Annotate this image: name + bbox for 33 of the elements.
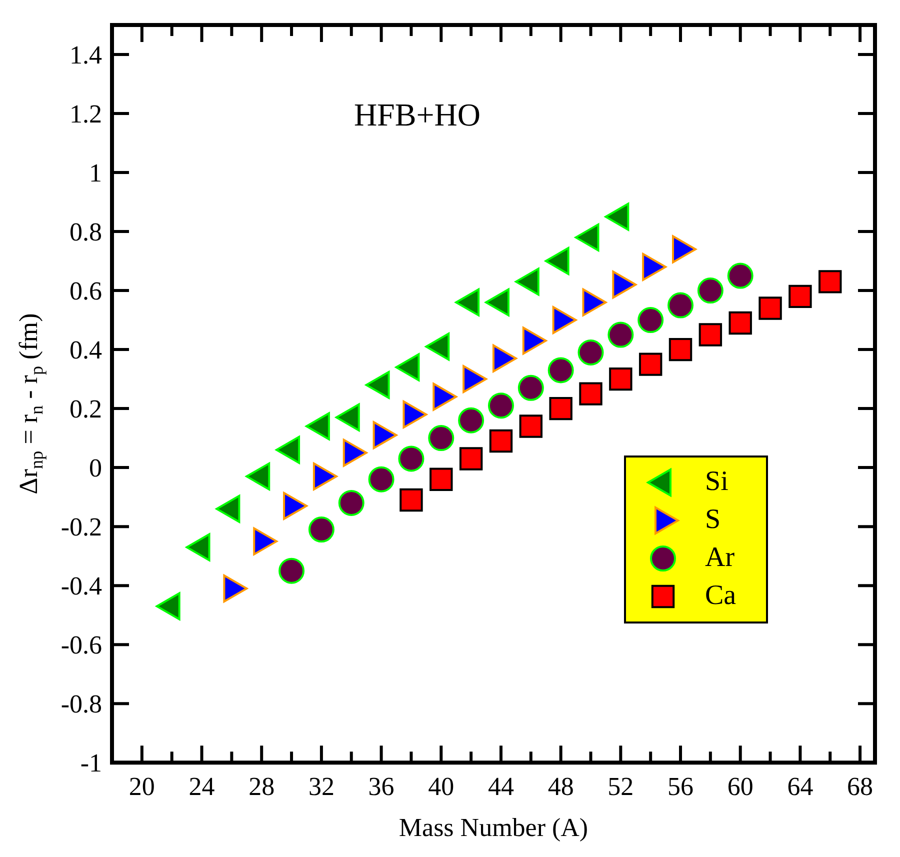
x-tick-label: 48: [548, 772, 574, 802]
text: HFB+HO: [354, 96, 480, 132]
y-axis-title: Δrnp = rn - rp (fm): [14, 313, 47, 494]
x-tick-label: 56: [668, 772, 694, 802]
legend-label: Ca: [705, 580, 737, 611]
y-tick-label: 1.2: [70, 100, 102, 129]
y-tick-label: -0.6: [60, 630, 102, 660]
y-tick-label: 0.8: [70, 218, 102, 247]
x-tick-label: 52: [608, 772, 634, 802]
y-tick-label: -0.8: [60, 690, 102, 719]
legend-label: S: [705, 504, 721, 535]
x-tick-label: 40: [428, 772, 454, 802]
x-axis-title: Mass Number (A): [398, 813, 588, 842]
legend-label: Si: [705, 466, 729, 497]
y-tick-label: 1: [89, 158, 102, 188]
y-tick-label: 1.4: [70, 40, 102, 70]
y-tick-label: -0.2: [60, 512, 102, 542]
y-tick-label: 0: [89, 454, 102, 483]
legend-label: Ar: [705, 542, 736, 573]
x-tick-label: 68: [847, 772, 874, 802]
x-tick-label: 28: [248, 772, 275, 802]
y-tick-label: 0.6: [70, 276, 102, 306]
y-tick-label: 0.2: [70, 394, 102, 424]
x-tick-label: 32: [308, 772, 334, 802]
y-tick-label: 0.4: [70, 336, 102, 365]
x-tick-label: 36: [368, 772, 394, 802]
y-tick-label: -0.4: [60, 572, 102, 601]
x-tick-label: 44: [488, 772, 514, 802]
x-tick-label: 20: [128, 772, 155, 802]
x-tick-label: 24: [188, 772, 215, 802]
x-tick-label: 64: [787, 772, 814, 802]
y-tick-label: -1: [80, 748, 102, 778]
x-tick-label: 60: [727, 772, 754, 802]
